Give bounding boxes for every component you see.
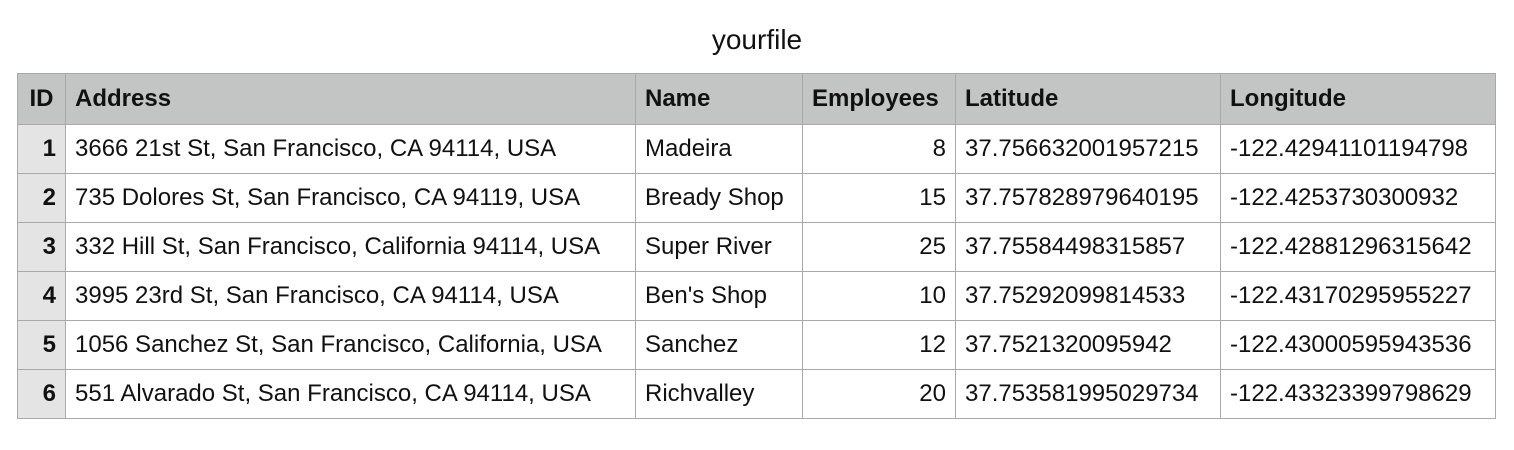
table-row: 5 1056 Sanchez St, San Francisco, Califo… bbox=[17, 320, 1496, 370]
table-row: 2 735 Dolores St, San Francisco, CA 9411… bbox=[17, 173, 1496, 223]
column-header-id[interactable]: ID bbox=[17, 73, 66, 125]
column-header-longitude[interactable]: Longitude bbox=[1220, 73, 1496, 125]
name-cell[interactable]: Ben's Shop bbox=[635, 271, 803, 321]
table-row: 3 332 Hill St, San Francisco, California… bbox=[17, 222, 1496, 272]
longitude-cell[interactable]: -122.42941101194798 bbox=[1220, 124, 1496, 174]
employees-cell[interactable]: 8 bbox=[802, 124, 956, 174]
latitude-cell[interactable]: 37.75292099814533 bbox=[955, 271, 1221, 321]
employees-cell[interactable]: 10 bbox=[802, 271, 956, 321]
name-cell[interactable]: Richvalley bbox=[635, 369, 803, 419]
address-cell[interactable]: 1056 Sanchez St, San Francisco, Californ… bbox=[65, 320, 636, 370]
name-cell[interactable]: Sanchez bbox=[635, 320, 803, 370]
name-cell[interactable]: Madeira bbox=[635, 124, 803, 174]
data-table: ID Address Name Employees Latitude Longi… bbox=[17, 73, 1496, 419]
latitude-cell[interactable]: 37.7521320095942 bbox=[955, 320, 1221, 370]
name-cell[interactable]: Bready Shop bbox=[635, 173, 803, 223]
row-id-cell[interactable]: 5 bbox=[17, 320, 66, 370]
longitude-cell[interactable]: -122.43170295955227 bbox=[1220, 271, 1496, 321]
latitude-cell[interactable]: 37.75584498315857 bbox=[955, 222, 1221, 272]
table-row: 4 3995 23rd St, San Francisco, CA 94114,… bbox=[17, 271, 1496, 321]
row-id-cell[interactable]: 1 bbox=[17, 124, 66, 174]
row-id-cell[interactable]: 4 bbox=[17, 271, 66, 321]
address-cell[interactable]: 3666 21st St, San Francisco, CA 94114, U… bbox=[65, 124, 636, 174]
latitude-cell[interactable]: 37.757828979640195 bbox=[955, 173, 1221, 223]
longitude-cell[interactable]: -122.43000595943536 bbox=[1220, 320, 1496, 370]
sheet-title: yourfile bbox=[711, 24, 803, 55]
longitude-cell[interactable]: -122.42881296315642 bbox=[1220, 222, 1496, 272]
header-row: ID Address Name Employees Latitude Longi… bbox=[17, 73, 1496, 125]
latitude-cell[interactable]: 37.756632001957215 bbox=[955, 124, 1221, 174]
table-row: 6 551 Alvarado St, San Francisco, CA 941… bbox=[17, 369, 1496, 419]
employees-cell[interactable]: 20 bbox=[802, 369, 956, 419]
row-id-cell[interactable]: 3 bbox=[17, 222, 66, 272]
name-cell[interactable]: Super River bbox=[635, 222, 803, 272]
column-header-name[interactable]: Name bbox=[635, 73, 803, 125]
column-header-address[interactable]: Address bbox=[65, 73, 636, 125]
employees-cell[interactable]: 15 bbox=[802, 173, 956, 223]
longitude-cell[interactable]: -122.43323399798629 bbox=[1220, 369, 1496, 419]
address-cell[interactable]: 551 Alvarado St, San Francisco, CA 94114… bbox=[65, 369, 636, 419]
row-id-cell[interactable]: 2 bbox=[17, 173, 66, 223]
longitude-cell[interactable]: -122.4253730300932 bbox=[1220, 173, 1496, 223]
column-header-latitude[interactable]: Latitude bbox=[955, 73, 1221, 125]
employees-cell[interactable]: 25 bbox=[802, 222, 956, 272]
employees-cell[interactable]: 12 bbox=[802, 320, 956, 370]
address-cell[interactable]: 735 Dolores St, San Francisco, CA 94119,… bbox=[65, 173, 636, 223]
latitude-cell[interactable]: 37.753581995029734 bbox=[955, 369, 1221, 419]
row-id-cell[interactable]: 6 bbox=[17, 369, 66, 419]
column-header-employees[interactable]: Employees bbox=[802, 73, 956, 125]
address-cell[interactable]: 3995 23rd St, San Francisco, CA 94114, U… bbox=[65, 271, 636, 321]
address-cell[interactable]: 332 Hill St, San Francisco, California 9… bbox=[65, 222, 636, 272]
table-row: 1 3666 21st St, San Francisco, CA 94114,… bbox=[17, 124, 1496, 174]
